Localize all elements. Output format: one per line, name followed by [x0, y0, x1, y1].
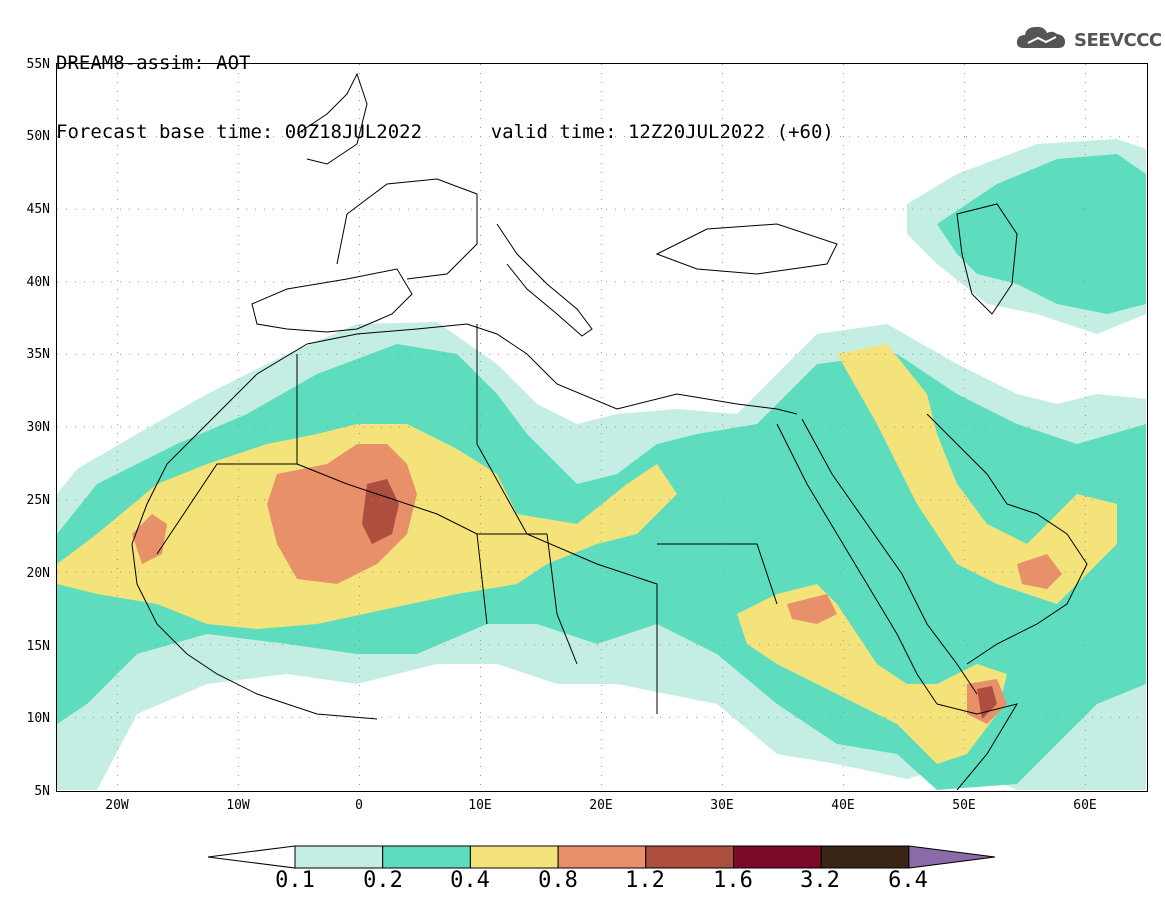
contour-orange-sahara	[267, 444, 417, 584]
base-time: Forecast base time: 00Z18JUL2022	[56, 121, 423, 143]
contour-orange-sudan	[787, 594, 837, 624]
colorbar	[207, 845, 996, 869]
colorbar-cell	[557, 845, 647, 869]
lon-label: 0	[355, 798, 363, 813]
lon-label: 30E	[710, 798, 734, 813]
lon-label: 10W	[226, 798, 250, 813]
lat-label: 35N	[26, 347, 50, 362]
colorbar-label: 0.1	[275, 868, 315, 893]
colorbar-cell	[469, 845, 559, 869]
lon-label: 60E	[1073, 798, 1097, 813]
lat-label: 15N	[26, 639, 50, 654]
colorbar-cell	[820, 845, 910, 869]
time-line: Forecast base time: 00Z18JUL2022 valid t…	[56, 121, 834, 144]
colorbar-label: 0.4	[450, 868, 490, 893]
lat-label: 20N	[26, 566, 50, 581]
colorbar-label: 3.2	[800, 868, 840, 893]
contour-yellow-arabia	[837, 344, 1117, 604]
map-plot-area	[56, 63, 1148, 792]
lon-label: 20W	[105, 798, 129, 813]
colorbar-cell	[382, 845, 471, 869]
colorbar-label: 1.2	[625, 868, 665, 893]
lat-label: 30N	[26, 420, 50, 435]
valid-time: valid time: 12Z20JUL2022 (+60)	[490, 121, 834, 143]
colorbar-cells	[207, 845, 996, 869]
colorbar-cell	[294, 845, 384, 869]
lon-label: 20E	[589, 798, 613, 813]
colorbar-label: 1.6	[713, 868, 753, 893]
lat-label: 5N	[34, 784, 50, 799]
colorbar-cell	[645, 845, 734, 869]
contour-red-somalia	[977, 686, 997, 719]
colorbar-label: 0.8	[538, 868, 578, 893]
lon-label: 40E	[831, 798, 855, 813]
contour-yellow-ethiopia	[737, 584, 1007, 764]
aot-map	[57, 64, 1146, 790]
lat-label: 10N	[26, 711, 50, 726]
colorbar-label: 0.2	[363, 868, 403, 893]
colorbar-label: 6.4	[888, 868, 928, 893]
logo-text: SEEVCCC	[1074, 29, 1162, 51]
map-header: DREAM8-assim: AOT Forecast base time: 00…	[56, 6, 834, 167]
colorbar-high-arrow	[908, 845, 996, 869]
lat-label: 55N	[26, 57, 50, 72]
lon-label: 10E	[468, 798, 492, 813]
contour-red-sahara	[362, 479, 399, 544]
lat-label: 50N	[26, 129, 50, 144]
contour-orange-oman	[1017, 554, 1062, 589]
lon-label: 50E	[952, 798, 976, 813]
seevccc-logo: SEEVCCC	[1016, 24, 1162, 56]
aot-contours	[57, 139, 1146, 790]
colorbar-cell	[733, 845, 822, 869]
contour-green-north	[937, 154, 1146, 314]
colorbar-low-arrow	[207, 845, 296, 869]
lat-label: 45N	[26, 202, 50, 217]
lat-label: 25N	[26, 493, 50, 508]
coastlines	[131, 72, 1088, 790]
lat-label: 40N	[26, 275, 50, 290]
cloud-icon	[1016, 24, 1070, 56]
